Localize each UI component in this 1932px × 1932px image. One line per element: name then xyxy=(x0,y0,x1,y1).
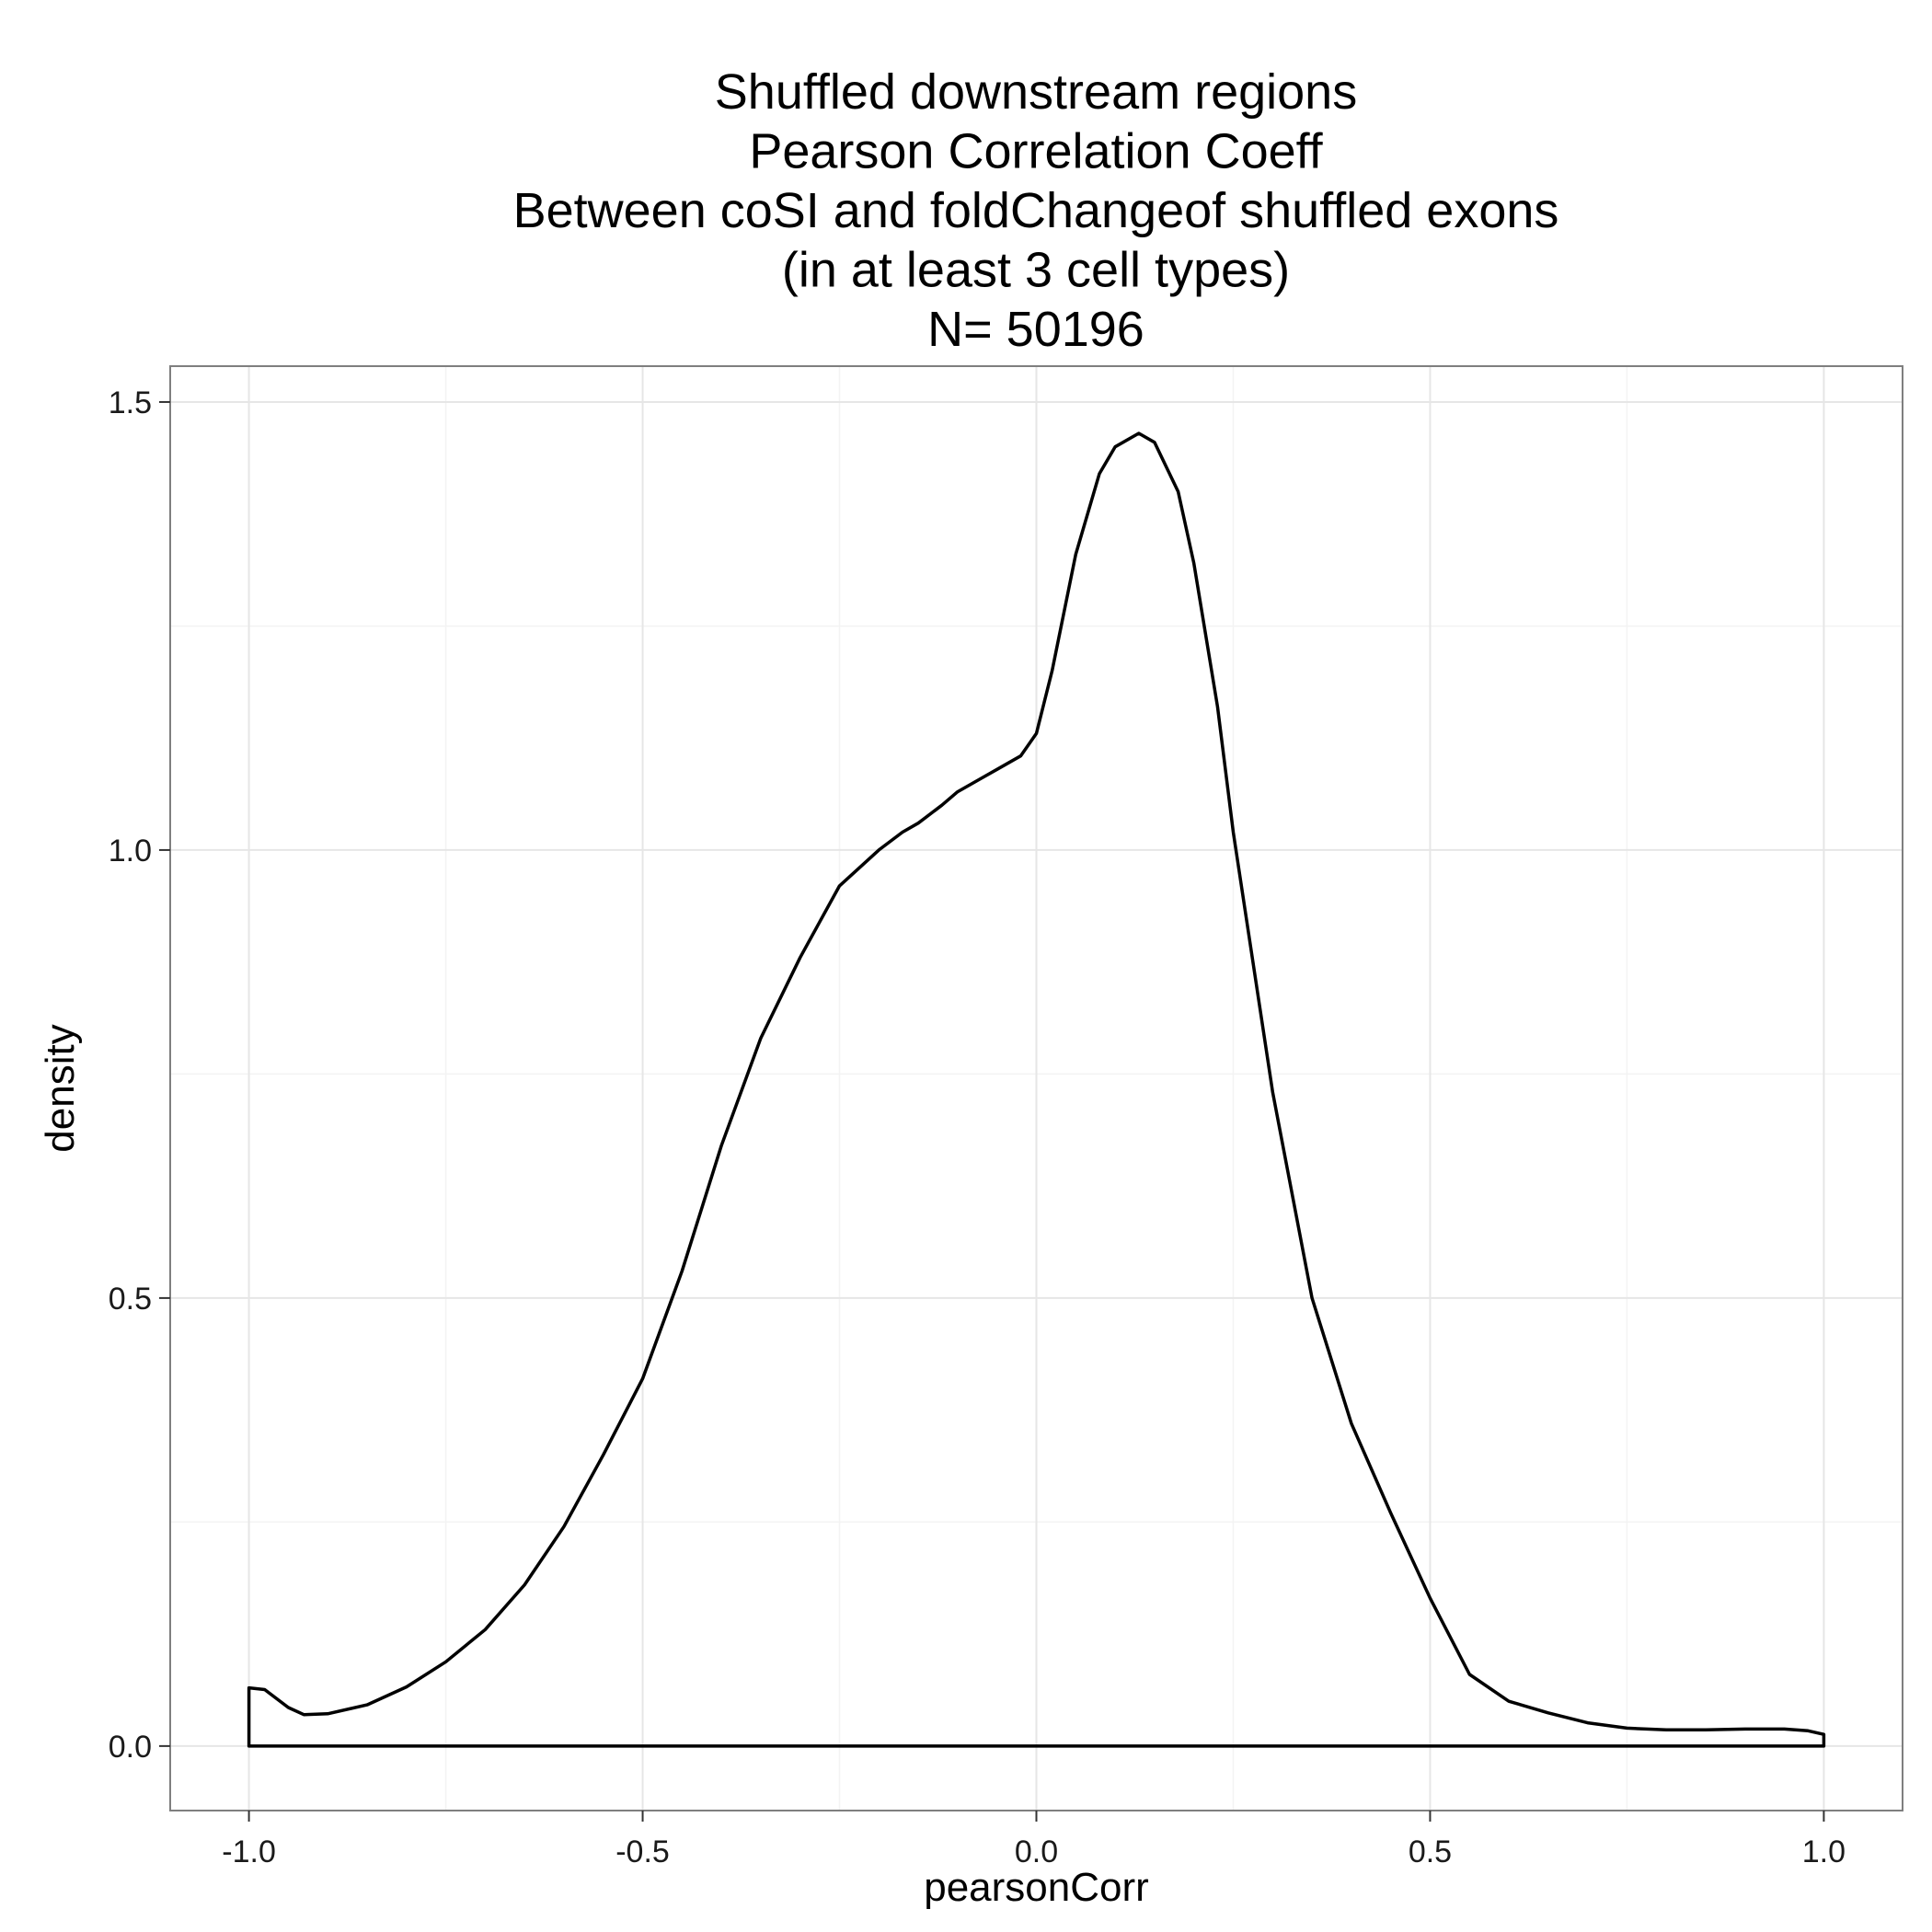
density-curve xyxy=(247,431,1826,1748)
title-line: (in at least 3 cell types) xyxy=(782,243,1290,298)
title-line: Shuffled downstream regions xyxy=(715,64,1357,120)
x-tick-label: 0.5 xyxy=(1409,1834,1452,1869)
x-tick-label: -1.0 xyxy=(222,1834,276,1869)
y-tick-label: 0.0 xyxy=(109,1730,152,1765)
y-tick-label: 0.5 xyxy=(109,1282,152,1317)
x-axis-title: pearsonCorr xyxy=(924,1865,1149,1910)
y-tick-label: 1.5 xyxy=(109,385,152,420)
title-line: Pearson Correlation Coeff xyxy=(749,124,1323,179)
title-line: Between coSI and foldChangeof shuffled e… xyxy=(513,183,1559,238)
x-tick-label: 0.0 xyxy=(1015,1834,1058,1869)
x-axis: -1.0 -0.5 0.0 0.5 1.0 xyxy=(222,1811,1846,1869)
y-axis: 0.0 0.5 1.0 1.5 xyxy=(109,385,170,1765)
y-axis-title: density xyxy=(38,1024,83,1152)
grid xyxy=(170,366,1903,1811)
plot-area xyxy=(247,431,1826,1748)
x-tick-label: 1.0 xyxy=(1802,1834,1846,1869)
y-tick-label: 1.0 xyxy=(109,834,152,868)
title-line: N= 50196 xyxy=(927,302,1144,357)
x-tick-label: -0.5 xyxy=(615,1834,670,1869)
